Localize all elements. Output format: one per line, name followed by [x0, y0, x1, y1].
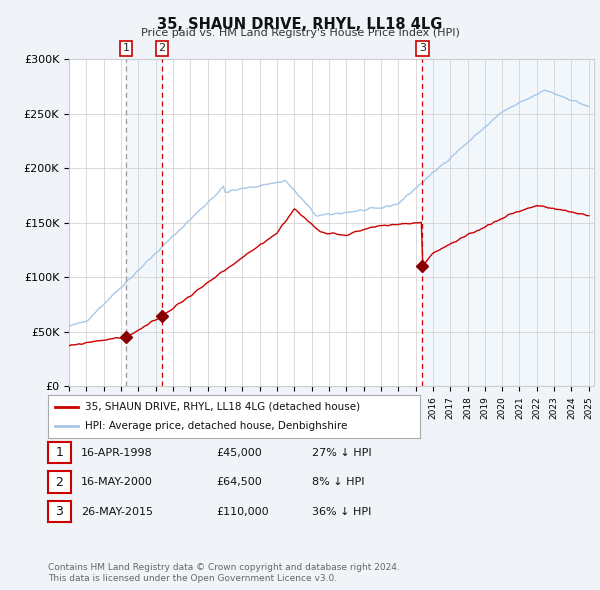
Text: 35, SHAUN DRIVE, RHYL, LL18 4LG (detached house): 35, SHAUN DRIVE, RHYL, LL18 4LG (detache…: [85, 402, 361, 412]
Text: 3: 3: [55, 505, 64, 518]
Bar: [126, 59, 162, 386]
Text: £64,500: £64,500: [216, 477, 262, 487]
Text: 1: 1: [55, 446, 64, 459]
Text: 27% ↓ HPI: 27% ↓ HPI: [312, 448, 371, 457]
Text: 2: 2: [158, 44, 166, 54]
Text: £45,000: £45,000: [216, 448, 262, 457]
Text: 8% ↓ HPI: 8% ↓ HPI: [312, 477, 365, 487]
Text: 16-MAY-2000: 16-MAY-2000: [81, 477, 153, 487]
Text: £110,000: £110,000: [216, 507, 269, 516]
Text: 26-MAY-2015: 26-MAY-2015: [81, 507, 153, 516]
Text: 36% ↓ HPI: 36% ↓ HPI: [312, 507, 371, 516]
Text: Price paid vs. HM Land Registry's House Price Index (HPI): Price paid vs. HM Land Registry's House …: [140, 28, 460, 38]
Bar: [422, 59, 592, 386]
Text: HPI: Average price, detached house, Denbighshire: HPI: Average price, detached house, Denb…: [85, 421, 347, 431]
Text: 16-APR-1998: 16-APR-1998: [81, 448, 153, 457]
Text: 35, SHAUN DRIVE, RHYL, LL18 4LG: 35, SHAUN DRIVE, RHYL, LL18 4LG: [157, 17, 443, 31]
Text: Contains HM Land Registry data © Crown copyright and database right 2024.
This d: Contains HM Land Registry data © Crown c…: [48, 563, 400, 583]
Text: 3: 3: [419, 44, 426, 54]
Text: 1: 1: [122, 44, 130, 54]
Text: 2: 2: [55, 476, 64, 489]
